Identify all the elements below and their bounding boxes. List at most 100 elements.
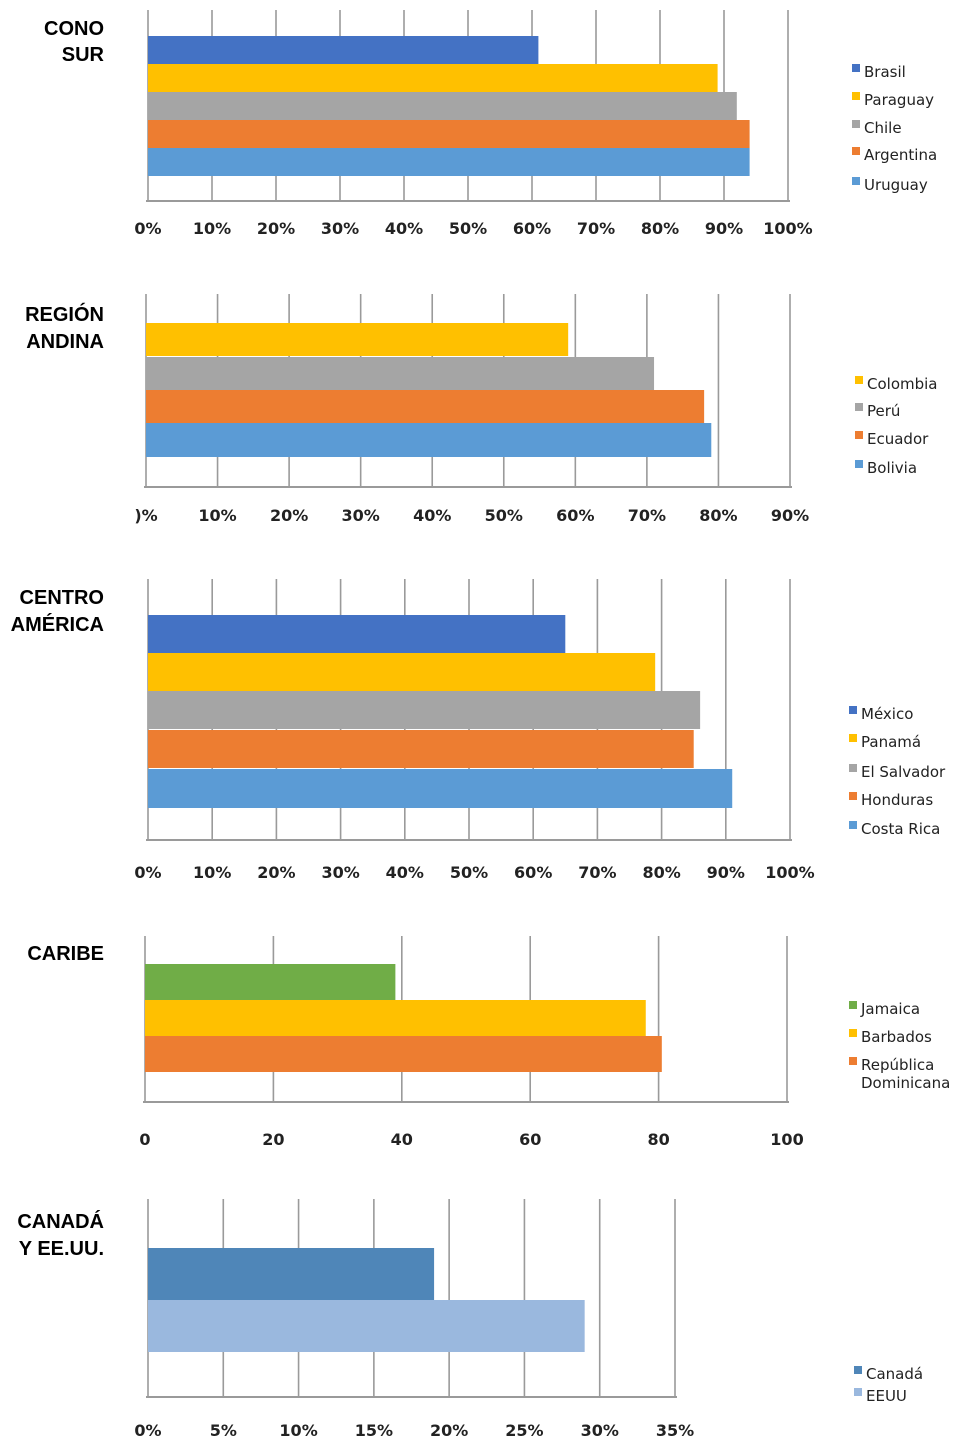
x-tick-label: 60	[519, 1130, 541, 1149]
legend-label: Dominicana	[861, 1074, 950, 1092]
x-tick-label: 80%	[642, 863, 680, 882]
x-tick-label: 90%	[705, 219, 743, 238]
chart-title-line: AMÉRICA	[11, 613, 104, 636]
bar	[148, 148, 750, 176]
chart-title-line: CENTRO	[20, 587, 104, 609]
bar	[148, 769, 733, 808]
legend-label: Brasil	[864, 63, 906, 81]
legend-label: Ecuador	[867, 430, 929, 448]
legend-swatch	[849, 734, 857, 742]
legend-label: Panamá	[861, 733, 921, 751]
legend-label: EEUU	[866, 1387, 907, 1405]
legend-swatch	[849, 1057, 857, 1065]
legend-label: Bolivia	[867, 459, 917, 477]
legend-label: Colombia	[867, 375, 938, 393]
bar	[148, 691, 701, 729]
bar	[148, 36, 539, 64]
x-tick-label: 90%	[707, 863, 745, 882]
x-tick-label: 10%	[279, 1421, 317, 1440]
x-tick-label: 0%	[134, 219, 161, 238]
legend-label: El Salvador	[861, 763, 946, 781]
x-tick-label: 100%	[765, 863, 814, 882]
x-tick-label: 30%	[581, 1421, 619, 1440]
bar	[148, 653, 656, 691]
x-tick-label: 90%	[771, 506, 809, 525]
x-tick-label: 15%	[355, 1421, 393, 1440]
legend-swatch	[855, 403, 863, 411]
chart-title-line: CANADÁ	[17, 1210, 104, 1233]
x-tick-label: 60%	[556, 506, 594, 525]
x-tick-label: 50%	[449, 219, 487, 238]
chart-panel-1: CONO SUR 0% 10% 20% 30% 40% 50% 60% 70% 80% 90% 100%…	[44, 10, 937, 238]
legend-swatch	[855, 376, 863, 384]
bar	[145, 1000, 646, 1036]
legend-swatch	[854, 1388, 862, 1396]
bar	[148, 615, 566, 653]
legend-label: Jamaica	[860, 1000, 920, 1018]
x-tick-label: 5%	[210, 1421, 237, 1440]
x-tick-label: 70%	[577, 219, 615, 238]
x-tick-label: 35%	[656, 1421, 694, 1440]
x-tick-label: 10%	[193, 219, 231, 238]
bar	[148, 64, 718, 92]
x-tick-label: 50%	[450, 863, 488, 882]
x-tick-label: 30%	[321, 863, 359, 882]
bar	[148, 1248, 435, 1300]
x-tick-label: 10%	[198, 506, 236, 525]
legend-label: República	[861, 1056, 934, 1074]
legend-swatch	[849, 706, 857, 714]
legend-swatch	[855, 431, 863, 439]
chart-title-line: SUR	[62, 44, 105, 66]
chart-panel-3: CENTRO AMÉRICA 0% 10% 20% 30% 40% 50% 60% 70% 80% 9…	[11, 579, 946, 882]
legend-label: Paraguay	[864, 91, 934, 109]
legend-label: Honduras	[861, 791, 933, 809]
x-tick-label: 25%	[505, 1421, 543, 1440]
legend-swatch	[849, 764, 857, 772]
x-tick-label: 100%	[763, 219, 812, 238]
legend-swatch	[854, 1366, 862, 1374]
x-tick-label: 60%	[513, 219, 551, 238]
x-tick-label: )%	[134, 506, 157, 525]
chart-panel-5: CANADÁ Y EE.UU. 0% 5% 10% 15% 20% 25% 30% 35% Cana…	[17, 1199, 923, 1440]
bar	[148, 1300, 585, 1352]
x-tick-label: 0%	[134, 863, 161, 882]
legend-swatch	[849, 821, 857, 829]
legend-swatch	[852, 64, 860, 72]
legend-swatch	[852, 147, 860, 155]
chart-panel-2: REGIÓN ANDINA)% 10% 20% 30% 40% 50% 60% 70% 80% 90…	[25, 294, 938, 525]
x-tick-label: 0%	[134, 1421, 161, 1440]
bar	[146, 357, 655, 390]
bar	[148, 120, 750, 148]
x-tick-label: 80%	[699, 506, 737, 525]
x-tick-label: 50%	[485, 506, 523, 525]
x-tick-label: 80	[647, 1130, 669, 1149]
chart-title-line: REGIÓN	[25, 302, 104, 326]
bar	[148, 730, 694, 768]
x-tick-label: 10%	[193, 863, 231, 882]
x-tick-label: 80%	[641, 219, 679, 238]
bar	[146, 390, 705, 423]
x-tick-label: 20%	[257, 219, 295, 238]
legend-label: Chile	[864, 119, 902, 137]
chart-title-line: CONO	[44, 18, 104, 40]
legend-swatch	[849, 1029, 857, 1037]
x-tick-label: 60%	[514, 863, 552, 882]
x-tick-label: 20	[262, 1130, 284, 1149]
bar	[146, 323, 569, 356]
x-tick-label: 100	[770, 1130, 803, 1149]
legend-label: México	[861, 705, 913, 723]
legend-label: Canadá	[866, 1365, 923, 1383]
bar	[146, 423, 712, 457]
legend-label: Barbados	[861, 1028, 932, 1046]
x-tick-label: 30%	[321, 219, 359, 238]
legend-label: Uruguay	[864, 176, 928, 194]
chart-title-line: Y EE.UU.	[19, 1238, 104, 1260]
legend-swatch	[849, 792, 857, 800]
x-tick-label: 40%	[413, 506, 451, 525]
bar	[148, 92, 737, 120]
legend-swatch	[855, 460, 863, 468]
legend-label: Perú	[867, 402, 900, 420]
x-tick-label: 20%	[270, 506, 308, 525]
legend-swatch	[852, 120, 860, 128]
